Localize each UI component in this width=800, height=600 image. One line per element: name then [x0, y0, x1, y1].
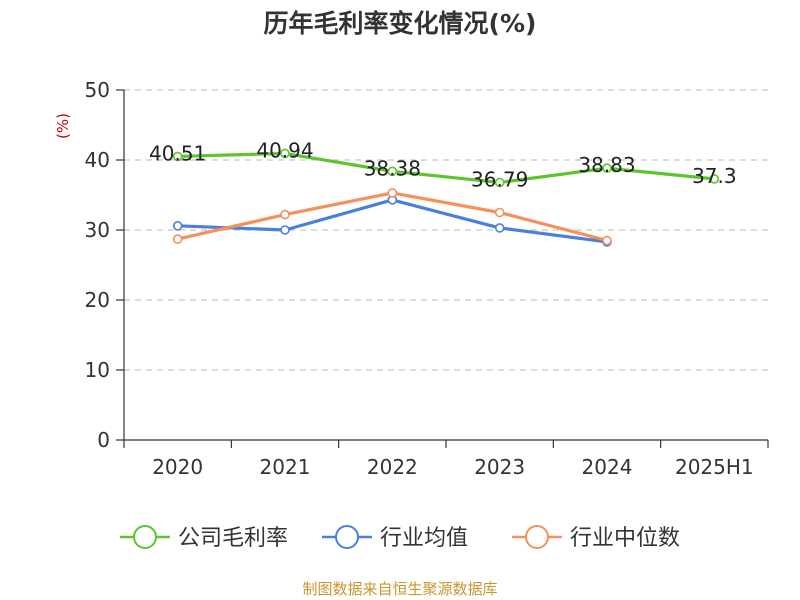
data-point	[172, 234, 183, 244]
data-point	[387, 166, 398, 177]
data-point	[280, 148, 290, 159]
legend-circle-marker	[335, 525, 359, 549]
y-tick-label: 20	[85, 288, 110, 312]
y-tick-label: 40	[85, 148, 110, 172]
data-point	[602, 235, 612, 246]
legend-item[interactable]: 公司毛利率	[120, 525, 288, 551]
data-label: 37.3	[692, 164, 737, 188]
legend-circle-marker	[525, 525, 549, 549]
data-point	[494, 177, 505, 188]
x-tick-label: 2021	[260, 455, 311, 479]
data-label: 40.94	[256, 138, 313, 162]
data-point	[709, 174, 720, 184]
series-2	[172, 195, 612, 247]
data-point	[494, 223, 505, 233]
data-point	[172, 151, 183, 162]
legend: 公司毛利率 行业均值 行业中位数	[120, 525, 680, 551]
data-label: 36.79	[471, 167, 528, 191]
data-point	[602, 163, 612, 173]
x-tick-label: 2025H1	[675, 455, 754, 479]
data-point	[387, 188, 398, 198]
source-note: 制图数据来自恒生聚源数据库	[302, 580, 497, 598]
legend-label: 公司毛利率	[178, 526, 288, 551]
data-point	[280, 209, 290, 220]
axes	[123, 90, 768, 441]
series-group	[172, 148, 720, 247]
legend-item[interactable]: 行业均值	[322, 525, 468, 551]
data-label: 40.51	[149, 141, 206, 165]
series-1	[172, 148, 720, 188]
grid-lines	[124, 89, 768, 371]
series-line	[177, 198, 608, 244]
data-labels: 40.51 40.94 38.38 36.79 38.83 37.3	[149, 138, 737, 191]
data-label: 38.83	[578, 153, 635, 177]
y-tick-label: 50	[85, 78, 110, 102]
data-label: 38.38	[364, 156, 421, 180]
x-tick-label: 2020	[152, 455, 203, 479]
x-tick-label: 2024	[582, 455, 633, 479]
x-tick-label: 2022	[367, 455, 418, 479]
data-point	[280, 225, 290, 235]
x-tick-label: 2023	[474, 455, 525, 479]
series-3	[172, 188, 612, 246]
legend-item[interactable]: 行业中位数	[512, 525, 680, 551]
y-tick-label: 30	[85, 218, 110, 242]
chart-title: 历年毛利率变化情况(%)	[264, 9, 537, 38]
legend-label: 行业中位数	[570, 526, 680, 551]
data-point	[172, 221, 183, 231]
y-axis-ticks: 0 10 20 30 40 50	[85, 78, 124, 452]
y-tick-label: 0	[97, 428, 110, 452]
series-line	[177, 151, 715, 185]
legend-label: 行业均值	[380, 526, 468, 551]
data-point	[494, 207, 505, 218]
y-axis-unit-label: (%)	[54, 113, 72, 139]
y-tick-label: 10	[85, 358, 110, 382]
legend-circle-marker	[133, 525, 157, 549]
x-axis-ticks: 2020 2021 2022 2023 2024 2025H1	[123, 440, 769, 479]
